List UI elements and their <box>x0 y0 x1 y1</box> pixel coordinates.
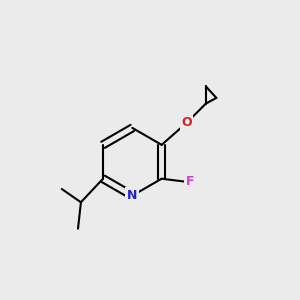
Text: N: N <box>127 189 137 202</box>
Text: O: O <box>182 116 192 129</box>
Text: F: F <box>185 175 194 188</box>
